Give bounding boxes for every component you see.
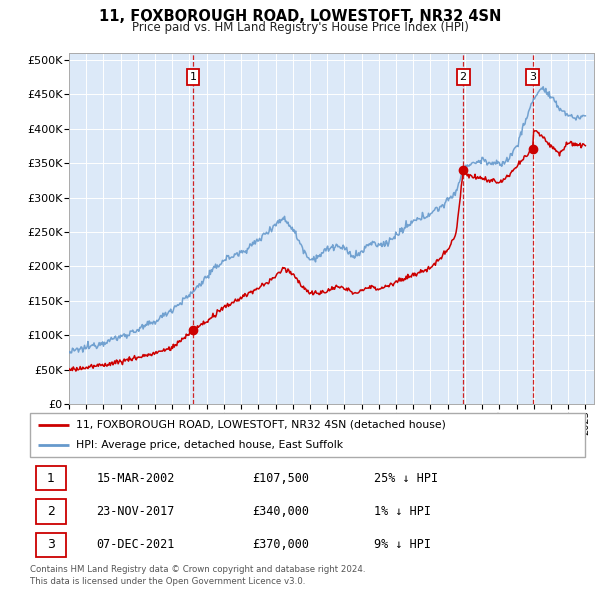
Text: 15-MAR-2002: 15-MAR-2002: [97, 471, 175, 484]
Text: Price paid vs. HM Land Registry's House Price Index (HPI): Price paid vs. HM Land Registry's House …: [131, 21, 469, 34]
Text: £370,000: £370,000: [252, 539, 309, 552]
Text: £107,500: £107,500: [252, 471, 309, 484]
Text: 07-DEC-2021: 07-DEC-2021: [97, 539, 175, 552]
Text: 1: 1: [47, 471, 55, 484]
Text: Contains HM Land Registry data © Crown copyright and database right 2024.
This d: Contains HM Land Registry data © Crown c…: [30, 565, 365, 586]
Text: 23-NOV-2017: 23-NOV-2017: [97, 505, 175, 518]
Text: HPI: Average price, detached house, East Suffolk: HPI: Average price, detached house, East…: [76, 440, 343, 450]
FancyBboxPatch shape: [35, 466, 66, 490]
Text: 11, FOXBOROUGH ROAD, LOWESTOFT, NR32 4SN: 11, FOXBOROUGH ROAD, LOWESTOFT, NR32 4SN: [99, 9, 501, 24]
Text: 1% ↓ HPI: 1% ↓ HPI: [374, 505, 431, 518]
Text: £340,000: £340,000: [252, 505, 309, 518]
Text: 1: 1: [190, 72, 197, 82]
Text: 11, FOXBOROUGH ROAD, LOWESTOFT, NR32 4SN (detached house): 11, FOXBOROUGH ROAD, LOWESTOFT, NR32 4SN…: [76, 420, 445, 430]
Text: 25% ↓ HPI: 25% ↓ HPI: [374, 471, 438, 484]
Text: 9% ↓ HPI: 9% ↓ HPI: [374, 539, 431, 552]
Text: 3: 3: [47, 539, 55, 552]
FancyBboxPatch shape: [35, 500, 66, 523]
Text: 2: 2: [47, 505, 55, 518]
Text: 3: 3: [529, 72, 536, 82]
Text: 2: 2: [460, 72, 467, 82]
FancyBboxPatch shape: [35, 533, 66, 557]
